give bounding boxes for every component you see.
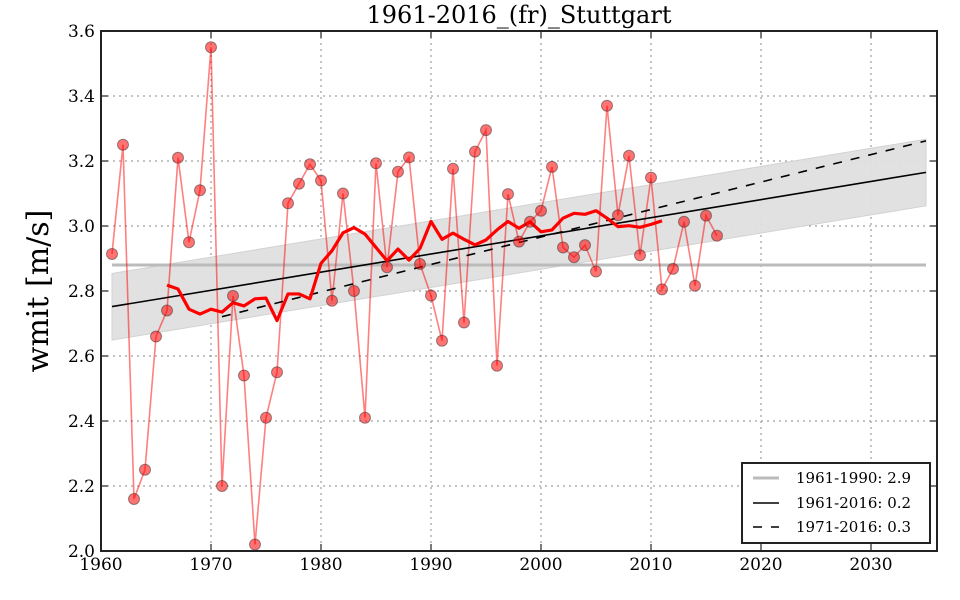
data-point <box>370 157 382 170</box>
data-point <box>623 149 635 162</box>
data-point <box>711 229 723 242</box>
data-point <box>271 366 283 379</box>
data-point <box>392 165 404 178</box>
data-point <box>348 285 360 297</box>
data-point <box>579 239 591 252</box>
data-point <box>656 283 668 296</box>
data-point <box>612 209 624 222</box>
y-axis-label: wmit [m/s] <box>21 210 56 373</box>
data-point <box>667 262 679 275</box>
data-point <box>282 197 294 210</box>
data-point <box>645 171 657 184</box>
data-point <box>238 369 250 382</box>
legend-label-trend-dashed: 1971-2016: 0.3 <box>796 518 911 536</box>
y-tick-label: 3.4 <box>68 87 95 107</box>
data-point <box>260 411 272 424</box>
data-point <box>315 174 327 187</box>
x-tick-label: 2010 <box>629 555 672 575</box>
data-point <box>436 334 448 347</box>
data-point <box>161 304 173 317</box>
data-point <box>513 235 525 248</box>
y-tick-label: 3.6 <box>68 22 95 42</box>
data-point <box>381 261 393 274</box>
moving-average-line <box>166 209 663 323</box>
data-point <box>227 289 239 302</box>
data-point <box>557 241 569 254</box>
data-point <box>414 258 426 271</box>
x-tick-label: 2000 <box>519 555 562 575</box>
data-point <box>447 162 459 175</box>
x-tick-label: 1990 <box>409 555 452 575</box>
data-point <box>172 151 184 164</box>
data-point <box>502 188 514 201</box>
data-point <box>678 215 690 228</box>
data-point <box>689 279 701 292</box>
chart-title: 1961-2016_(fr)_Stuttgart <box>367 1 672 29</box>
data-point <box>524 215 536 228</box>
data-point <box>150 330 162 343</box>
data-point <box>337 187 349 200</box>
data-point <box>216 480 228 492</box>
data-point <box>128 493 140 505</box>
x-tick-label: 1960 <box>79 555 122 575</box>
data-point <box>293 177 305 190</box>
data-point <box>249 538 261 551</box>
legend-item-trend[interactable]: 1961-2016: 0.2 <box>753 494 911 512</box>
data-point <box>546 160 558 173</box>
y-tick-label: 2.2 <box>68 477 95 497</box>
y-tick-label: 2.0 <box>68 542 95 562</box>
x-tick-label: 1970 <box>189 555 232 575</box>
data-point <box>601 99 613 112</box>
data-points-layer <box>106 41 723 551</box>
data-point <box>403 151 415 164</box>
y-tick-label: 2.4 <box>68 412 95 432</box>
legend-item-trend-dashed[interactable]: 1971-2016: 0.3 <box>753 518 911 536</box>
data-point <box>139 463 151 476</box>
data-point <box>700 209 712 222</box>
data-point <box>117 138 129 151</box>
annual-series-line <box>111 47 718 545</box>
legend-label-trend: 1961-2016: 0.2 <box>796 494 911 512</box>
legend-item-baseline[interactable]: 1961-1990: 2.9 <box>753 469 911 487</box>
data-point <box>491 359 503 372</box>
legend[interactable]: 1961-1990: 2.9 1961-2016: 0.2 1971-2016:… <box>741 462 931 544</box>
data-point <box>425 289 437 302</box>
data-point <box>106 247 118 260</box>
data-point <box>568 251 580 264</box>
data-point <box>458 316 470 329</box>
data-point <box>590 265 602 278</box>
y-tick-label: 3.0 <box>68 217 95 237</box>
x-tick-labels: 1960 1970 1980 1990 2000 2010 2020 2030 <box>79 555 892 575</box>
ticks <box>100 30 937 552</box>
trend-1971-2016-line <box>221 140 927 318</box>
data-point <box>480 124 492 137</box>
data-point <box>634 249 646 262</box>
y-tick-labels: 2.0 2.2 2.4 2.6 2.8 3.0 3.2 3.4 3.6 <box>68 22 95 562</box>
data-point <box>194 184 206 197</box>
y-tick-label: 2.8 <box>68 282 95 302</box>
data-point <box>359 411 371 424</box>
x-tick-label: 1980 <box>299 555 342 575</box>
y-tick-label: 2.6 <box>68 347 95 367</box>
data-point <box>205 41 217 54</box>
data-point <box>535 204 547 217</box>
data-point <box>183 236 195 249</box>
data-point <box>304 158 316 171</box>
data-point <box>469 145 481 158</box>
x-tick-label: 2020 <box>739 555 782 575</box>
x-tick-label: 2030 <box>849 555 892 575</box>
y-tick-label: 3.2 <box>68 152 95 172</box>
legend-label-baseline: 1961-1990: 2.9 <box>796 469 911 487</box>
data-point <box>326 294 338 307</box>
